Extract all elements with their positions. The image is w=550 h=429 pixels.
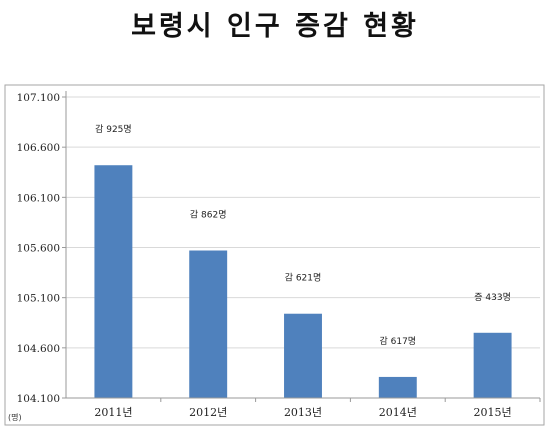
y-tick-label: 105.100 <box>17 293 60 305</box>
x-tick-label: 2011년 <box>94 406 132 419</box>
y-tick-label: 104.600 <box>17 343 60 355</box>
y-tick-label: 107.100 <box>17 92 60 104</box>
chart-frame <box>4 84 545 426</box>
chart-title: 보령시 인구 증감 현황 <box>131 11 419 42</box>
bar <box>189 250 228 398</box>
gridlines <box>66 96 540 349</box>
data-label: 감 621명 <box>285 272 322 284</box>
data-label: 감 617명 <box>379 335 416 347</box>
x-tick-label: 2012년 <box>189 406 227 419</box>
unit-label: (명) <box>8 412 22 422</box>
y-tick-label: 105.600 <box>17 243 60 255</box>
data-label: 감 862명 <box>190 209 227 221</box>
y-tick-label: 106.600 <box>17 142 60 154</box>
y-tick-label: 106.100 <box>17 192 60 204</box>
bar <box>473 332 512 398</box>
bar <box>284 313 322 398</box>
y-tick-label: 104.100 <box>17 393 60 405</box>
bar <box>378 376 417 398</box>
x-tick-label: 2014년 <box>379 406 417 419</box>
data-label: 증 433명 <box>474 292 511 303</box>
bars <box>94 165 512 398</box>
data-label: 감 925명 <box>95 123 132 135</box>
bar <box>94 165 133 398</box>
x-tick-label: 2015년 <box>474 406 512 419</box>
x-axis: 2011년 2012년 2013년 2014년 2015년 <box>66 397 541 419</box>
x-tick-label: 2013년 <box>284 406 322 419</box>
y-axis: 104.100 104.600 105.100 105.600 106.100 106.6… <box>17 91 67 405</box>
